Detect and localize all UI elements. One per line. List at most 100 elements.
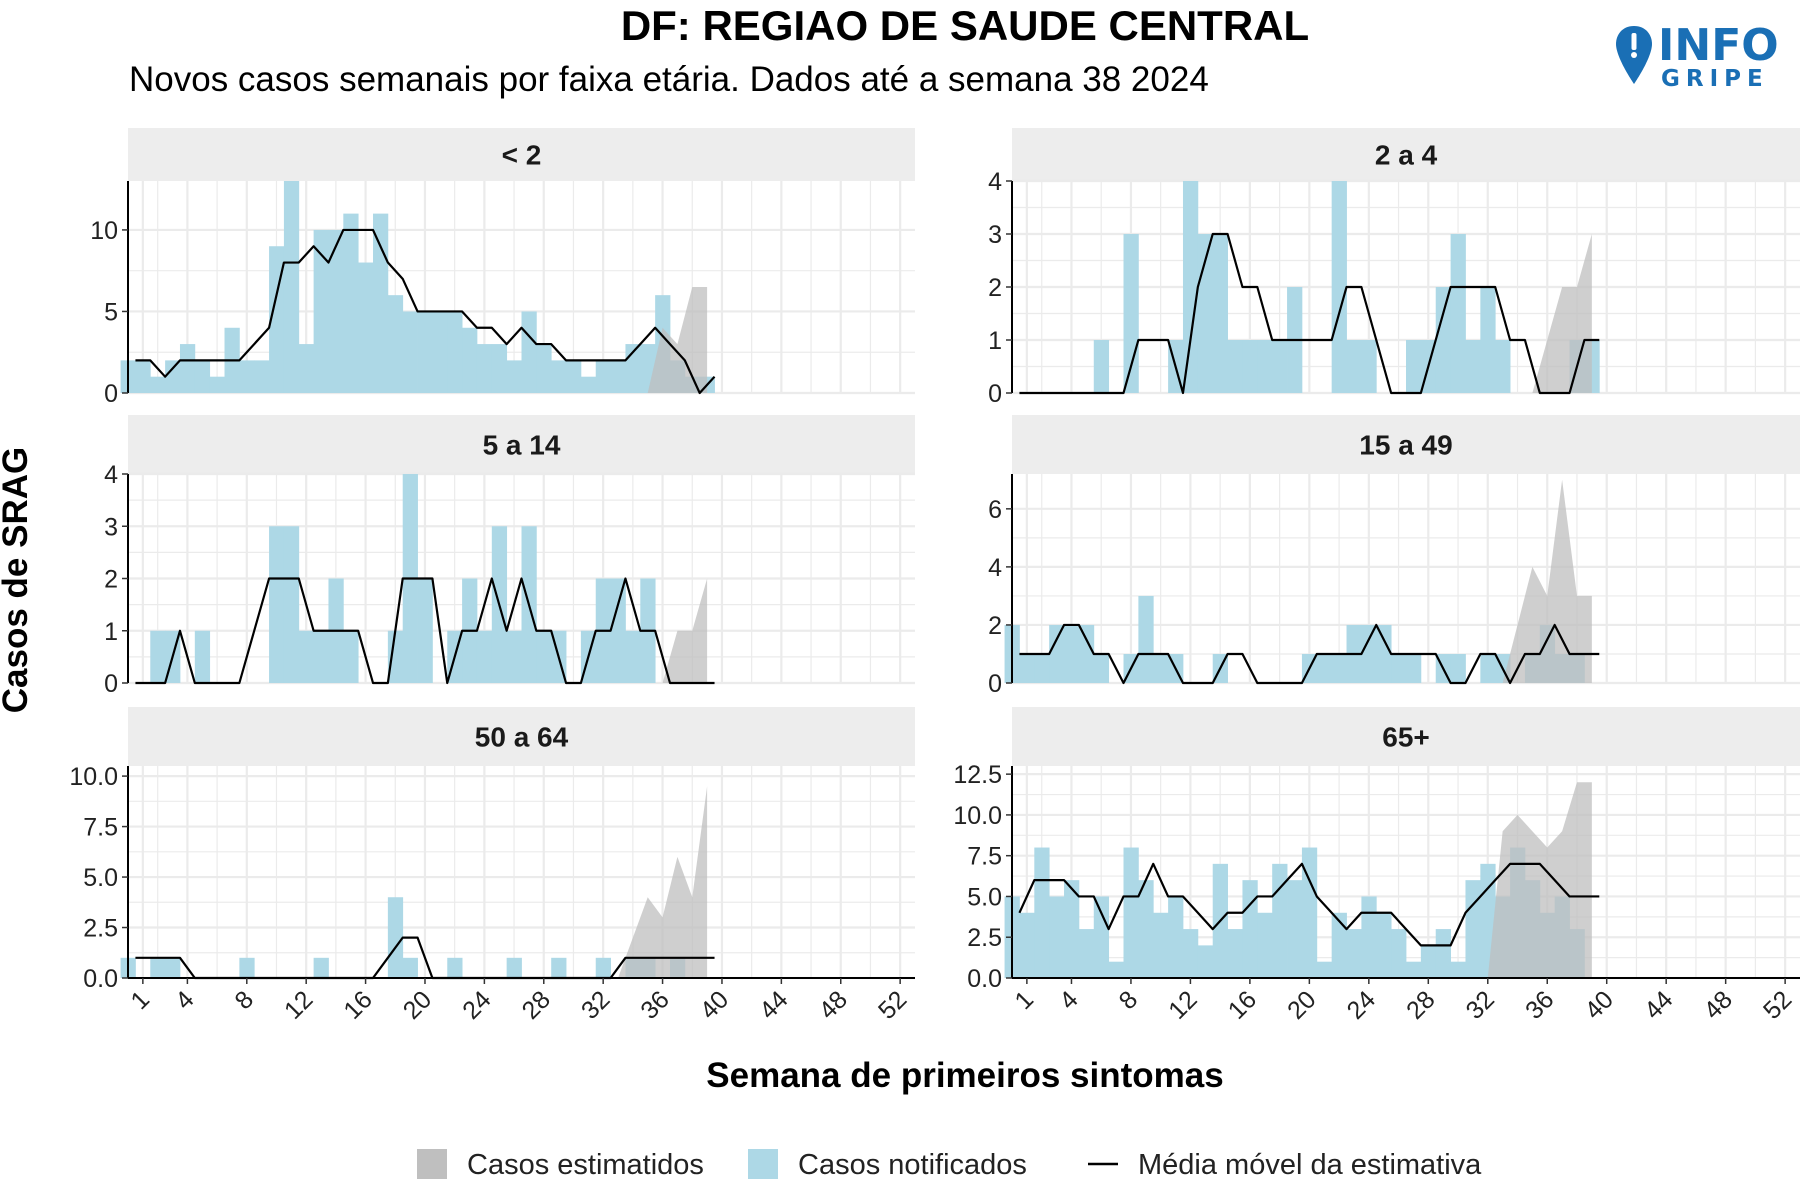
- bar-week-1: [1019, 653, 1035, 683]
- bar-week-8: [239, 360, 255, 393]
- y-tick-label: 2: [988, 274, 1002, 302]
- bar-week-14: [328, 229, 344, 393]
- bar-week-30: [1450, 653, 1466, 683]
- x-tick-labels: 1 4 8 12 16 20 24 28 32 36 40 44 48 52: [125, 978, 912, 1025]
- bar-week-18: [387, 897, 404, 978]
- moving-average-line: [1019, 623, 1600, 685]
- moving-average-line: [135, 228, 716, 395]
- bar-week-20: [417, 578, 433, 683]
- bar-week-31: [1465, 880, 1481, 978]
- y-tick-labels: 0 5 10: [90, 217, 128, 408]
- x-tick-label: 32: [1461, 985, 1500, 1024]
- x-tick-label: 40: [695, 985, 734, 1024]
- estimated-band: [1487, 782, 1592, 978]
- bar-week-19: [402, 311, 418, 393]
- x-axis-title: Semana de primeiros sintomas: [706, 1056, 1223, 1095]
- panel-1: < 2 0 5 10: [90, 128, 915, 408]
- bar-week-5: [1078, 624, 1095, 683]
- bar-week-25: [1376, 912, 1392, 978]
- y-tick-label: 5.0: [83, 864, 118, 892]
- bar-week-17: [1257, 912, 1273, 978]
- panel-strip: [1012, 128, 1800, 181]
- chart-subtitle: Novos casos semanais por faixa etária. D…: [129, 60, 1209, 99]
- bar-week-23: [1346, 340, 1362, 393]
- y-tick-label: 12.5: [953, 761, 1002, 789]
- bar-week-27: [521, 311, 537, 393]
- bar-week-24: [1361, 896, 1377, 978]
- y-tick-label: 3: [104, 513, 118, 541]
- panel-strip: [1012, 707, 1800, 766]
- bar-week-12: [298, 344, 315, 393]
- bar-week-6: [209, 376, 225, 393]
- bar-week-8: [1123, 847, 1139, 978]
- y-tick-label: 7.5: [967, 843, 1002, 871]
- bar-week-33: [610, 578, 626, 683]
- bar-week-7: [1108, 961, 1124, 978]
- y-tick-label: 7.5: [83, 814, 118, 842]
- x-tick-label: 52: [1758, 985, 1797, 1024]
- panel-strip-label: < 2: [502, 140, 542, 171]
- bar-week-19: [1287, 880, 1303, 978]
- notified-bars: [120, 181, 715, 393]
- y-tick-label: 0: [988, 380, 1002, 408]
- bar-week-3: [1049, 624, 1065, 683]
- bar-week-3: [165, 360, 181, 393]
- bar-week-11: [1168, 896, 1184, 978]
- x-tick-label: 24: [1342, 985, 1382, 1025]
- bar-week-6: [1093, 653, 1110, 683]
- bar-week-26: [1391, 929, 1407, 978]
- bar-week-32: [1480, 287, 1496, 393]
- bar-week-10: [269, 246, 285, 393]
- bar-week-28: [536, 630, 552, 683]
- panel-strip-label: 15 a 49: [1359, 430, 1452, 461]
- bar-week-19: [402, 957, 418, 978]
- estimated-band: [647, 287, 708, 393]
- bar-week-17: [373, 213, 389, 393]
- bar-week-2: [150, 630, 166, 683]
- bar-week-21: [432, 311, 448, 393]
- y-axis-title: Casos de SRAG: [0, 447, 35, 713]
- bar-week-9: [1138, 880, 1154, 978]
- x-tick-label: 1: [1009, 985, 1039, 1015]
- bar-week-16: [1242, 880, 1258, 978]
- bar-week-27: [1406, 961, 1422, 978]
- y-tick-label: 0.0: [967, 965, 1002, 993]
- x-tick-label: 40: [1579, 985, 1618, 1024]
- x-tick-label: 36: [635, 985, 674, 1024]
- estimated-band: [618, 786, 708, 978]
- bar-week-30: [566, 360, 582, 393]
- y-tick-label: 0.0: [83, 965, 118, 993]
- bar-week-27: [1406, 340, 1422, 393]
- y-tick-label: 1: [104, 618, 118, 646]
- bar-week-20: [1301, 847, 1318, 978]
- notified-bars: [1004, 595, 1585, 683]
- legend-key-estimated: [417, 1149, 447, 1179]
- y-tick-label: 1: [988, 327, 1002, 355]
- bar-week-21: [1316, 653, 1333, 683]
- x-tick-label: 28: [1401, 985, 1440, 1024]
- moving-average-line: [1019, 232, 1600, 395]
- bar-week-24: [476, 344, 493, 393]
- bar-week-23: [1346, 929, 1362, 978]
- bar-week-2: [1034, 653, 1050, 683]
- legend: Casos estimatidos Casos notificados Média …: [417, 1149, 1482, 1181]
- legend-item-estimated: Casos estimatidos: [417, 1149, 704, 1181]
- bar-week-1: [1019, 912, 1035, 978]
- bar-week-15: [1227, 929, 1243, 978]
- bar-week-29: [551, 957, 567, 978]
- bar-week-24: [476, 630, 493, 683]
- bar-week-14: [1212, 234, 1228, 393]
- bar-week-26: [506, 360, 522, 393]
- x-tick-label: 4: [170, 985, 200, 1015]
- x-tick-label: 48: [814, 985, 853, 1024]
- y-tick-label: 2: [988, 612, 1002, 640]
- x-tick-label: 16: [1223, 985, 1262, 1024]
- notified-bars: [1004, 847, 1585, 978]
- bar-week-33: [1495, 340, 1511, 393]
- bar-week-18: [387, 295, 404, 393]
- bar-week-5: [1078, 929, 1095, 978]
- bar-week-22: [447, 957, 463, 978]
- panel-strip-label: 50 a 64: [475, 722, 569, 753]
- y-tick-label: 5.0: [967, 883, 1002, 911]
- bar-week-12: [1182, 929, 1199, 978]
